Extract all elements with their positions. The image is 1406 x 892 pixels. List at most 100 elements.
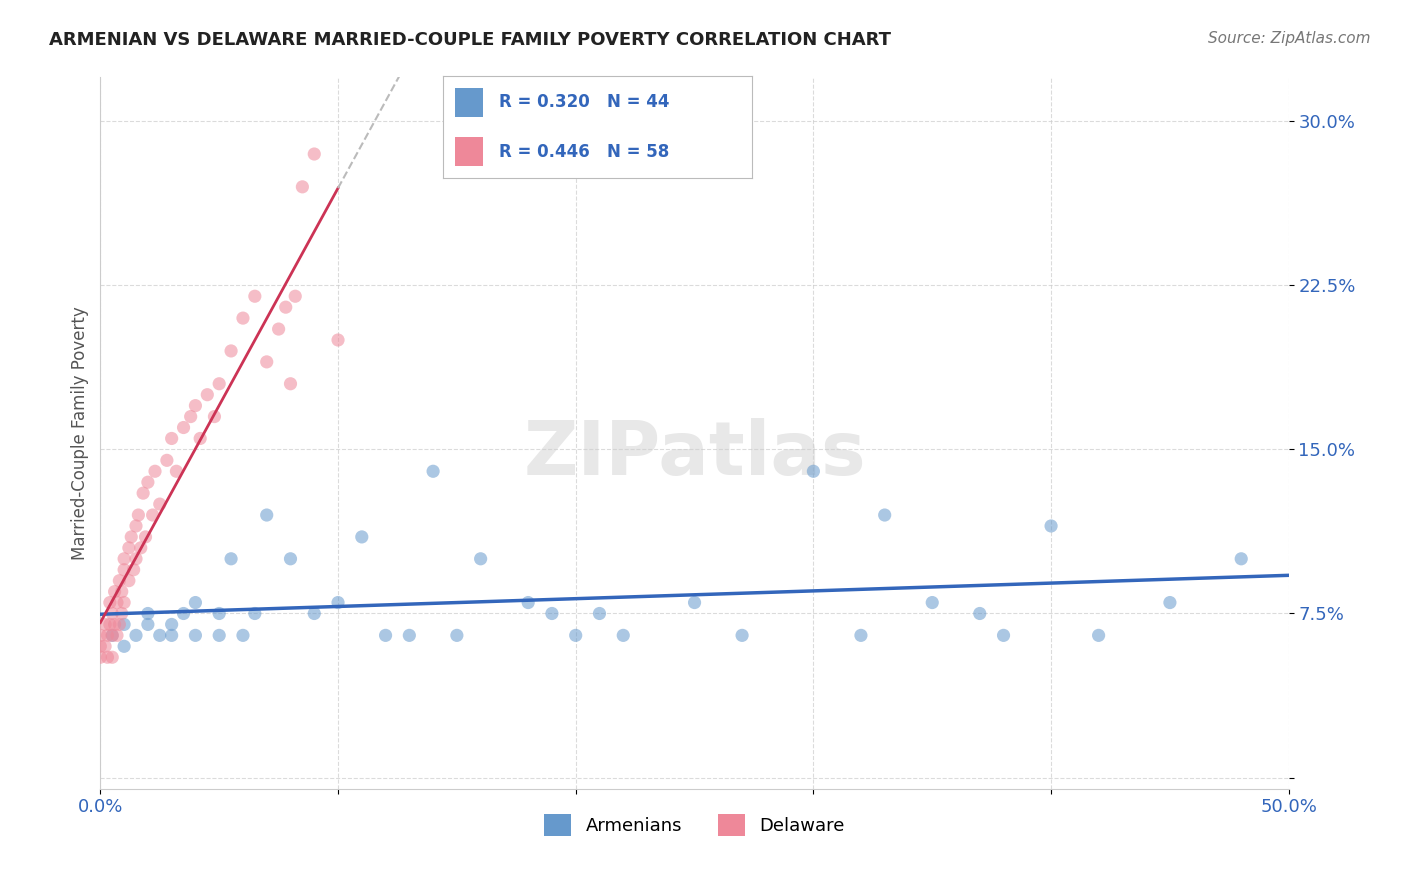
Text: ZIPatlas: ZIPatlas xyxy=(523,417,866,491)
Point xyxy=(94,640,117,654)
Point xyxy=(284,289,307,303)
Point xyxy=(921,596,943,610)
Point xyxy=(256,355,278,369)
Point xyxy=(873,508,896,522)
Point xyxy=(993,628,1015,642)
Point xyxy=(184,399,207,413)
Point xyxy=(256,508,278,522)
Point xyxy=(105,628,128,642)
Point xyxy=(132,486,155,500)
Point xyxy=(101,628,124,642)
Point xyxy=(112,596,135,610)
Point xyxy=(849,628,872,642)
Point xyxy=(326,333,349,347)
Point xyxy=(112,551,135,566)
Point xyxy=(291,179,314,194)
Point xyxy=(1230,551,1253,566)
Point xyxy=(232,628,254,642)
Point xyxy=(149,628,172,642)
Point xyxy=(101,650,124,665)
Point xyxy=(184,628,207,642)
Point xyxy=(422,464,444,478)
Point xyxy=(374,628,396,642)
Point xyxy=(350,530,373,544)
Point xyxy=(122,563,145,577)
Point xyxy=(96,628,118,642)
Point xyxy=(112,563,135,577)
Point xyxy=(136,607,159,621)
Point xyxy=(1159,596,1181,610)
Point xyxy=(127,508,149,522)
Point xyxy=(89,650,111,665)
Point xyxy=(143,464,166,478)
Point xyxy=(142,508,165,522)
Point xyxy=(94,617,117,632)
Point xyxy=(803,464,825,478)
Point xyxy=(208,628,231,642)
Point xyxy=(98,596,121,610)
Point xyxy=(125,628,148,642)
Point xyxy=(89,640,111,654)
Point xyxy=(108,574,131,588)
Point xyxy=(588,607,610,621)
Point xyxy=(1087,628,1109,642)
Point xyxy=(173,607,195,621)
Point xyxy=(160,617,183,632)
Point xyxy=(208,376,231,391)
Point xyxy=(165,464,187,478)
Point xyxy=(104,584,127,599)
Point xyxy=(101,628,124,642)
Bar xyxy=(456,137,484,166)
Point xyxy=(446,628,468,642)
Point xyxy=(219,343,242,358)
Point xyxy=(118,541,141,555)
Point xyxy=(304,147,326,161)
Point xyxy=(208,607,231,621)
Point xyxy=(112,617,135,632)
Point xyxy=(125,551,148,566)
Point xyxy=(243,289,266,303)
Point xyxy=(731,628,754,642)
Point xyxy=(280,551,302,566)
Point xyxy=(274,300,297,314)
Point xyxy=(219,551,242,566)
Bar xyxy=(456,88,484,117)
Point xyxy=(136,617,159,632)
Point xyxy=(96,650,118,665)
Point xyxy=(232,311,254,326)
Point xyxy=(134,530,156,544)
Point xyxy=(969,607,991,621)
Point xyxy=(204,409,226,424)
Point xyxy=(111,607,134,621)
Point xyxy=(105,596,128,610)
Point xyxy=(188,432,211,446)
Point xyxy=(149,497,172,511)
Y-axis label: Married-Couple Family Poverty: Married-Couple Family Poverty xyxy=(72,306,89,560)
Point xyxy=(111,584,134,599)
Point xyxy=(304,607,326,621)
Point xyxy=(541,607,564,621)
Text: ARMENIAN VS DELAWARE MARRIED-COUPLE FAMILY POVERTY CORRELATION CHART: ARMENIAN VS DELAWARE MARRIED-COUPLE FAMI… xyxy=(49,31,891,49)
Point xyxy=(326,596,349,610)
Text: R = 0.320   N = 44: R = 0.320 N = 44 xyxy=(499,94,669,112)
Point xyxy=(108,617,131,632)
Point xyxy=(267,322,290,336)
Point xyxy=(156,453,179,467)
Point xyxy=(470,551,492,566)
Point xyxy=(89,628,111,642)
Point xyxy=(125,519,148,533)
Text: Source: ZipAtlas.com: Source: ZipAtlas.com xyxy=(1208,31,1371,46)
Point xyxy=(683,596,706,610)
Text: R = 0.446   N = 58: R = 0.446 N = 58 xyxy=(499,143,669,161)
Point xyxy=(612,628,634,642)
Point xyxy=(160,432,183,446)
Point xyxy=(104,617,127,632)
Point xyxy=(118,574,141,588)
Point xyxy=(180,409,202,424)
Point xyxy=(173,420,195,434)
Point xyxy=(136,475,159,490)
Point xyxy=(101,607,124,621)
Point xyxy=(129,541,152,555)
Point xyxy=(184,596,207,610)
Point xyxy=(398,628,420,642)
